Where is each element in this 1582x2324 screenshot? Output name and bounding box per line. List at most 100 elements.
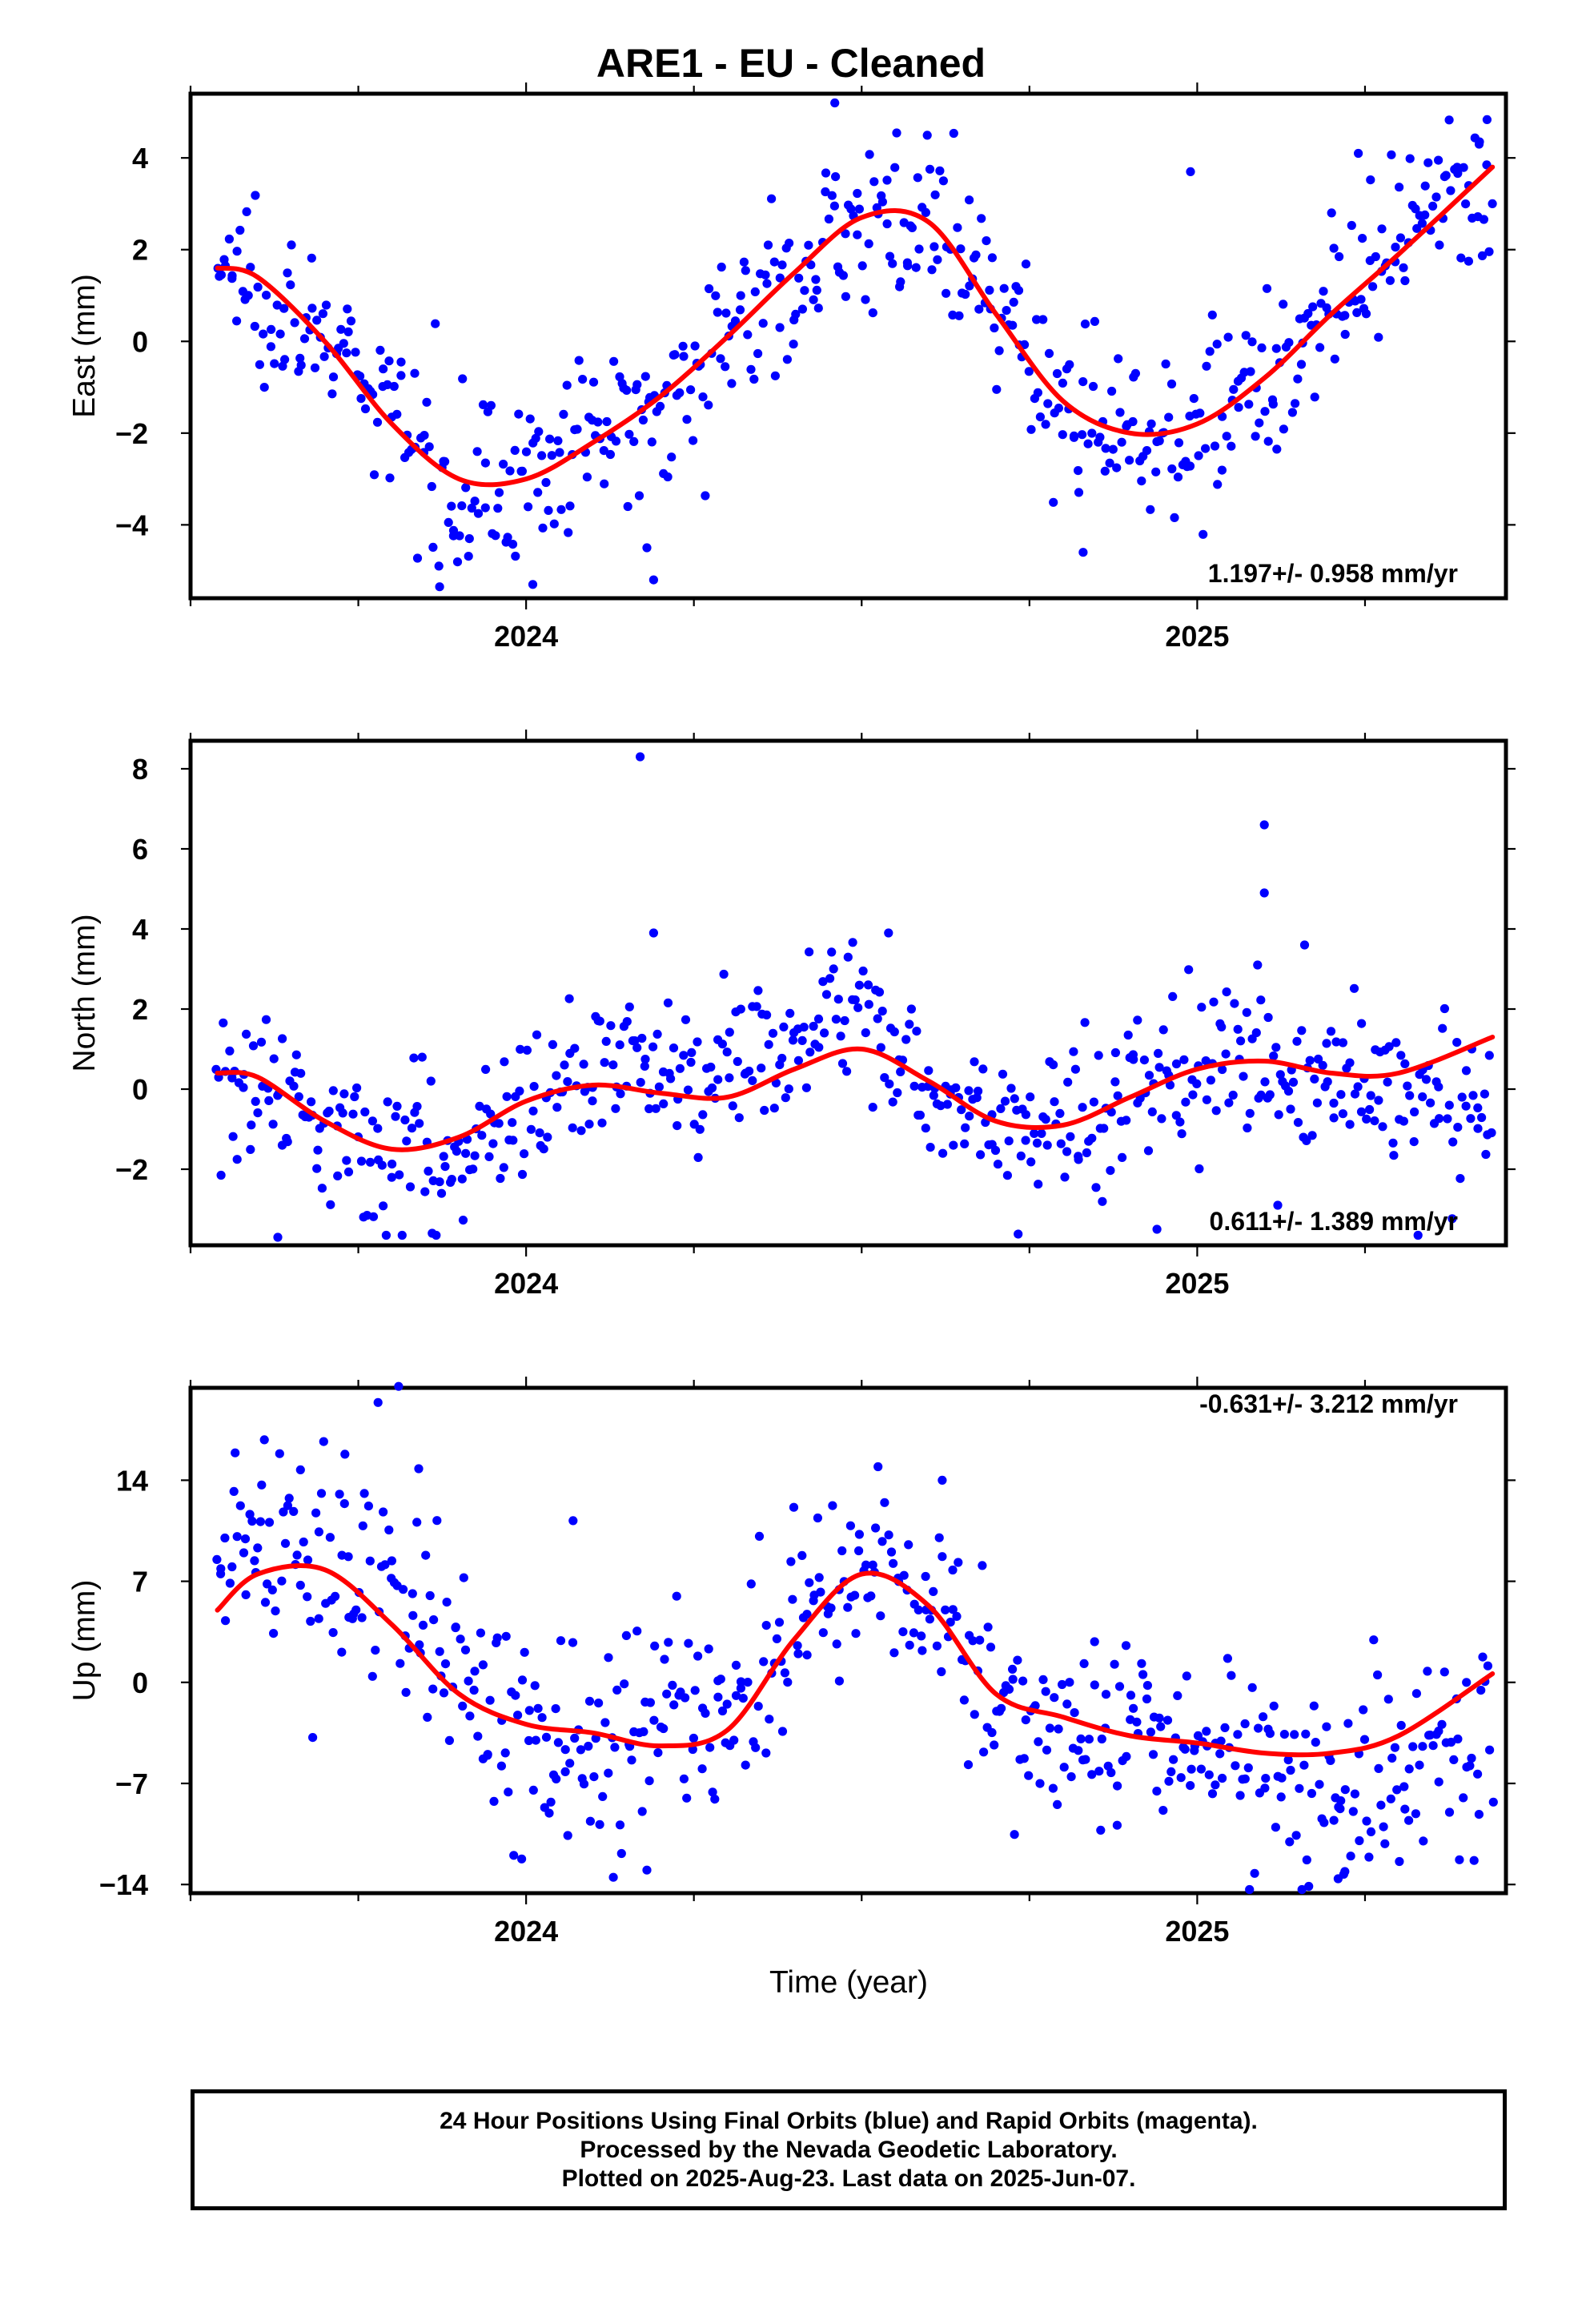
data-point [379, 364, 388, 374]
data-point [563, 1831, 572, 1840]
data-point [1107, 386, 1117, 396]
data-point [882, 219, 892, 229]
data-point [221, 1616, 231, 1626]
data-point [319, 1437, 328, 1446]
data-point [1250, 1868, 1259, 1878]
data-point [1041, 420, 1050, 429]
data-point [690, 341, 700, 351]
data-point [1256, 995, 1266, 1005]
data-point [1132, 1717, 1142, 1727]
data-point [395, 1170, 404, 1180]
data-point [275, 1449, 284, 1458]
data-point [636, 1078, 645, 1088]
data-point [654, 1082, 665, 1092]
data-point [1428, 1741, 1438, 1751]
data-point [743, 1678, 753, 1687]
data-point [400, 1115, 410, 1125]
data-point [1241, 331, 1251, 340]
data-point [1385, 275, 1395, 285]
data-point [861, 1560, 871, 1570]
data-point [1330, 354, 1339, 364]
data-point [232, 247, 242, 256]
data-point [809, 1021, 818, 1031]
data-point [1455, 1855, 1464, 1864]
data-point [377, 1160, 387, 1170]
data-point [342, 348, 351, 358]
data-point [1482, 115, 1492, 124]
data-point [941, 1605, 950, 1614]
data-point [1335, 251, 1344, 262]
data-point [954, 311, 964, 320]
data-point [838, 271, 848, 280]
data-point [736, 1683, 746, 1693]
data-point [746, 1579, 756, 1589]
data-point [392, 1101, 402, 1111]
data-point [854, 204, 864, 214]
data-point [1094, 1051, 1103, 1060]
data-point [1233, 1730, 1243, 1739]
data-point [632, 1626, 642, 1636]
north-panel: 2024 2025 −2 0 2 4 6 8 North (mm) 0.611+/- 1.389 … [67, 730, 1516, 1300]
data-point [757, 1063, 766, 1073]
data-point [1327, 208, 1336, 218]
data-point [562, 380, 572, 390]
data-point [679, 352, 689, 361]
data-point [1421, 1075, 1431, 1084]
data-point [829, 964, 838, 974]
data-point [722, 1047, 732, 1057]
data-point [690, 1686, 700, 1695]
data-point [1410, 1107, 1419, 1117]
data-point [1173, 1691, 1182, 1700]
data-point [1359, 1735, 1370, 1744]
data-point [708, 1787, 717, 1797]
data-point [387, 1556, 396, 1566]
data-point [698, 392, 708, 402]
data-point [368, 1212, 379, 1221]
data-point [231, 1448, 240, 1458]
data-point [717, 1039, 728, 1049]
footer-line-3: Plotted on 2025-Aug-23. Last data on 202… [561, 2165, 1136, 2192]
data-point [1229, 384, 1239, 394]
data-point [1302, 1136, 1311, 1145]
data-point [447, 1175, 456, 1184]
data-point [593, 417, 603, 427]
data-point [1202, 361, 1211, 371]
data-point [399, 1585, 408, 1594]
data-point [458, 1701, 468, 1711]
data-point [478, 1660, 488, 1670]
data-point [968, 1636, 978, 1646]
data-point [1038, 315, 1048, 324]
data-point [885, 1080, 894, 1089]
data-point [974, 304, 984, 314]
data-point [1171, 1111, 1181, 1120]
data-point [1087, 1133, 1097, 1143]
data-point [1286, 1104, 1295, 1114]
data-point [1260, 407, 1270, 416]
data-point [1008, 320, 1018, 330]
data-point [1002, 306, 1011, 316]
data-point [553, 436, 563, 446]
data-point [1355, 1835, 1364, 1846]
y-tick-label: 4 [132, 142, 148, 175]
data-point [1461, 1066, 1472, 1076]
data-point [827, 191, 837, 200]
data-point [1074, 1746, 1083, 1755]
data-point [952, 1611, 962, 1621]
data-point [1438, 1023, 1447, 1033]
data-point [994, 346, 1004, 356]
data-point [356, 1156, 367, 1166]
data-point [909, 1628, 918, 1638]
data-point [480, 458, 491, 468]
data-point [1329, 1113, 1339, 1123]
data-point [239, 1083, 248, 1092]
data-point [1242, 1007, 1251, 1017]
data-point [1010, 1830, 1019, 1839]
data-point [1038, 1675, 1048, 1684]
data-point [801, 1083, 812, 1092]
data-point [851, 1629, 861, 1638]
data-point [762, 279, 772, 288]
data-point [611, 436, 621, 446]
data-point [1035, 412, 1045, 422]
data-point [470, 1667, 480, 1676]
